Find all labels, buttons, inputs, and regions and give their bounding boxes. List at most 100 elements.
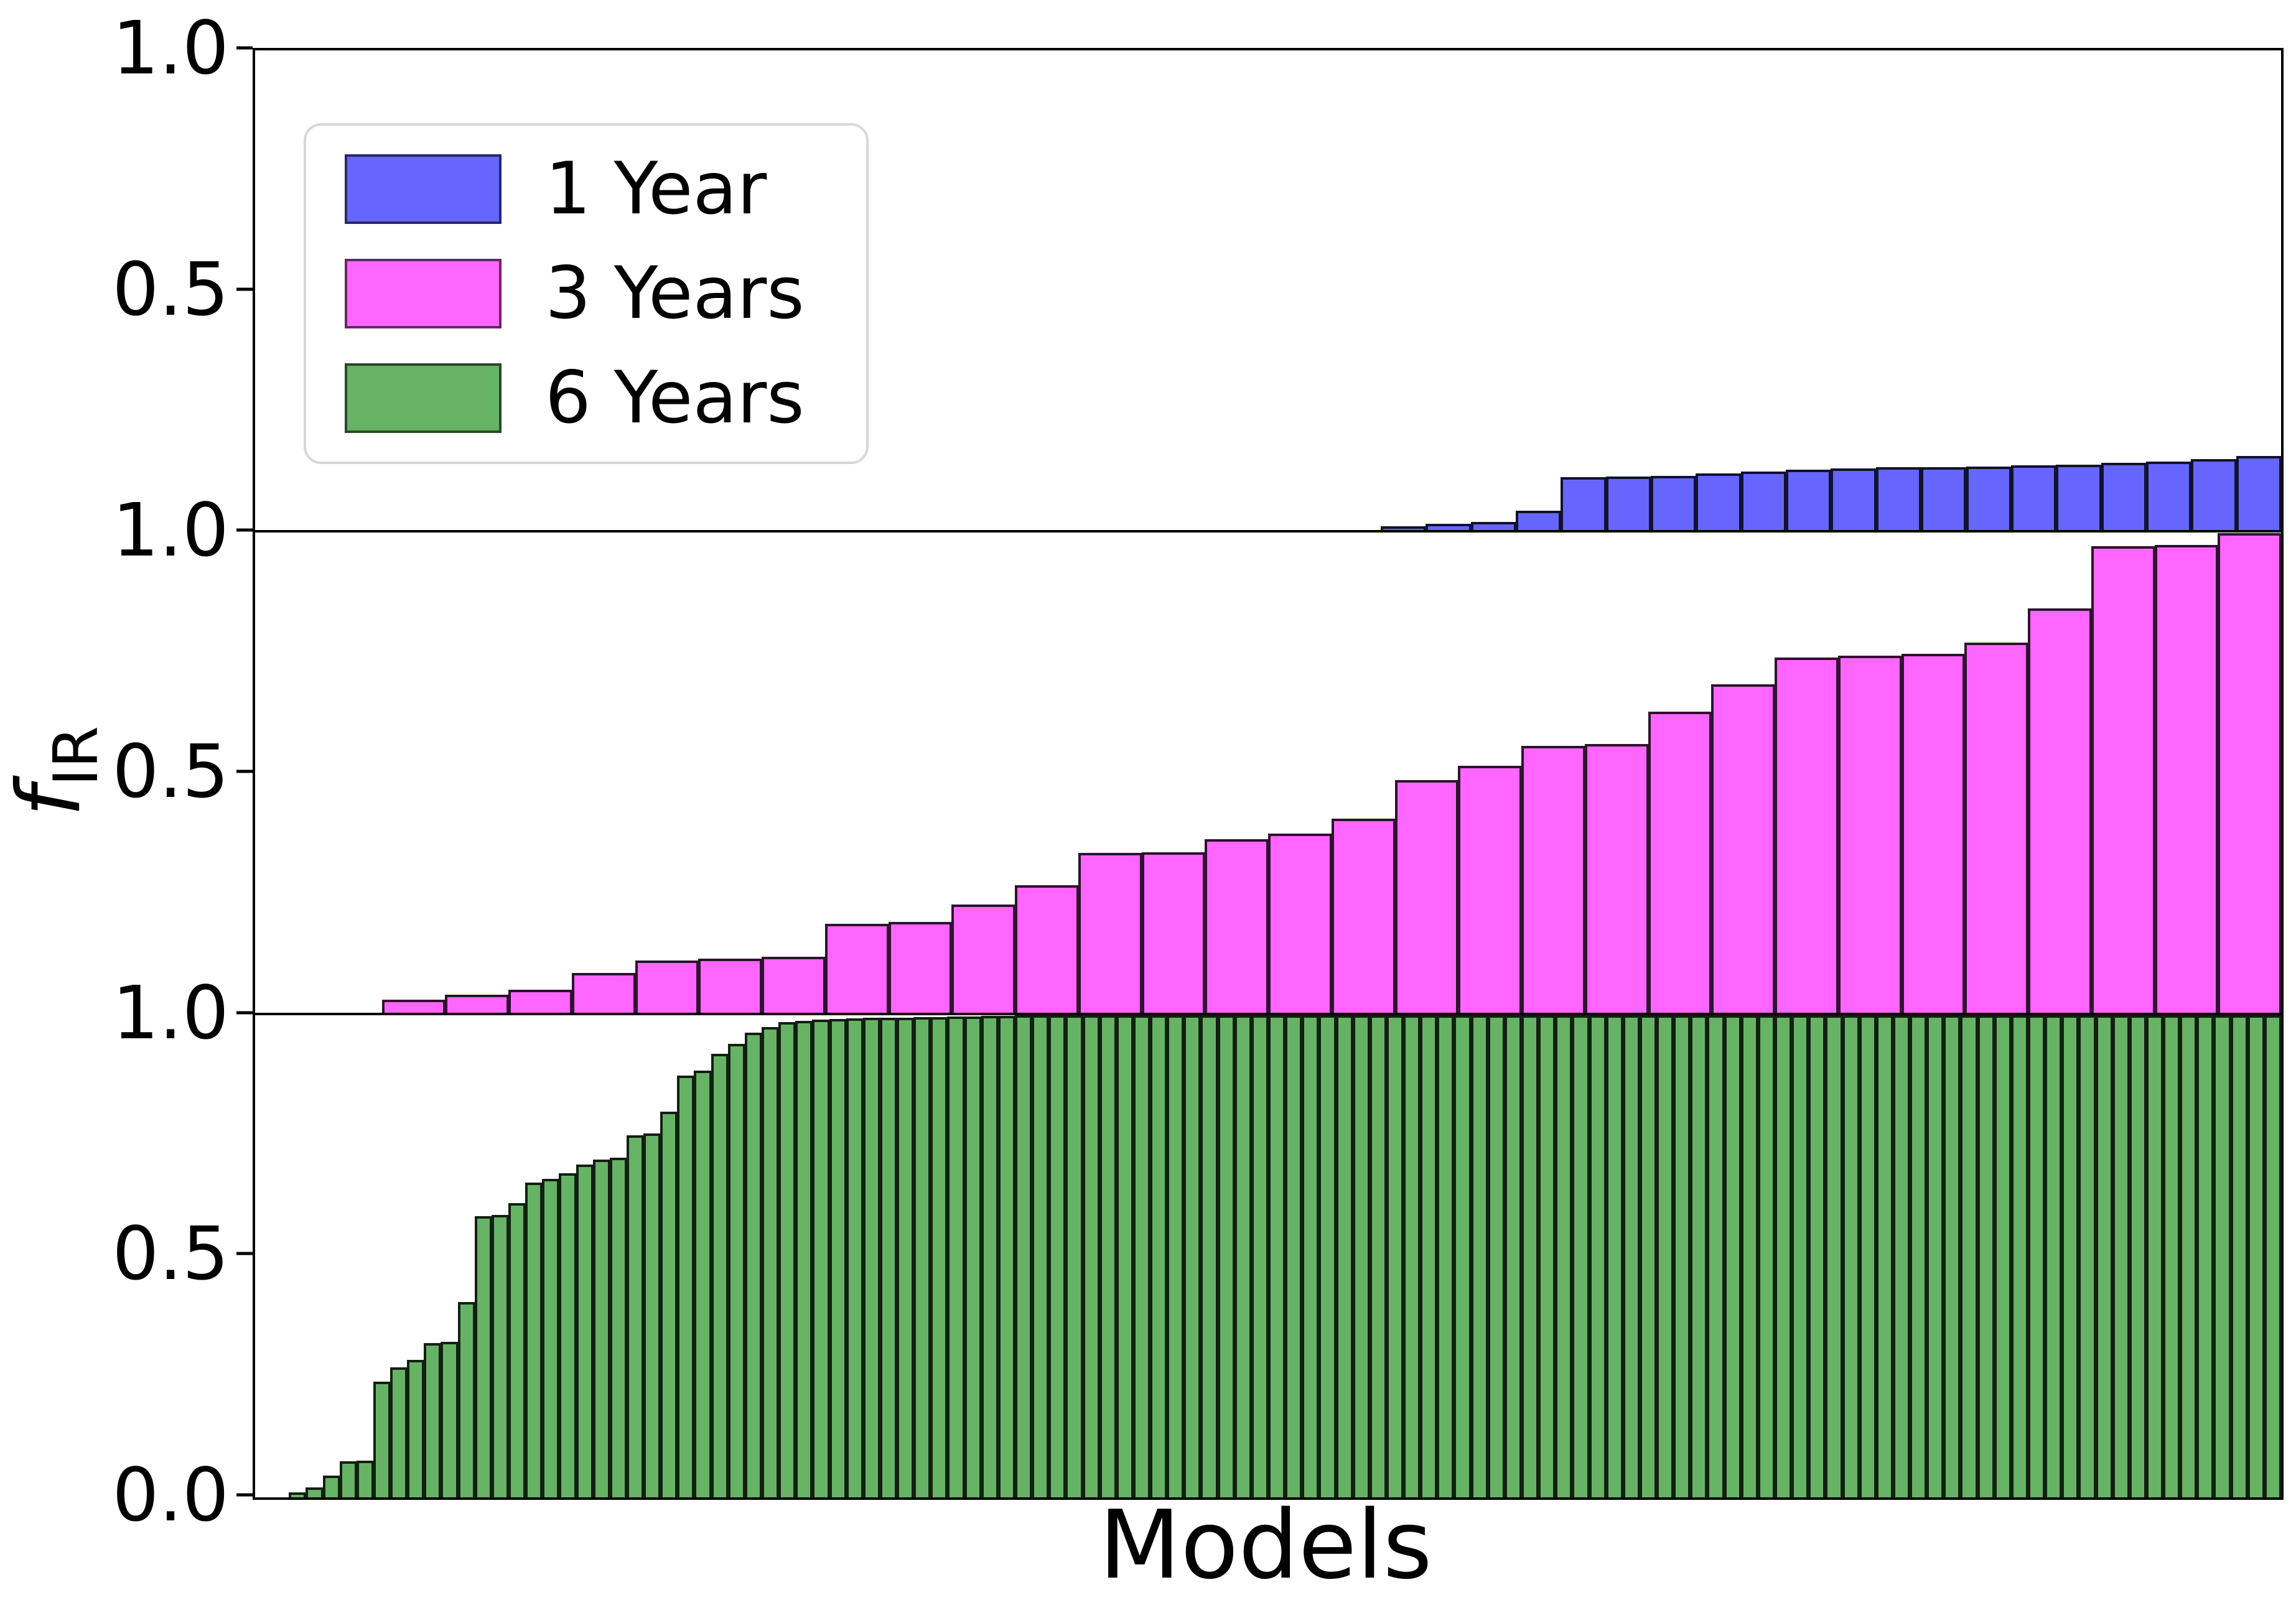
3-years-bar [1205,839,1269,1015]
3-years-bar [1394,779,1459,1015]
panel-1-year [255,50,2282,533]
legend-swatch-6-years [345,363,502,433]
y-tick-mark [236,1252,253,1255]
6-years-bar [1589,1015,1607,1497]
6-years-bar [1555,1015,1573,1497]
6-years-bar [1825,1015,1843,1497]
6-years-bar [862,1017,880,1497]
legend-label: 1 Year [545,147,767,231]
3-years-bar [1141,852,1206,1015]
6-years-bar [2010,1015,2028,1497]
6-years-bar [441,1341,459,1497]
y-tick-mark [236,287,253,291]
6-years-bar [1217,1015,1235,1497]
6-years-bar [1048,1015,1066,1497]
6-years-bar [930,1016,948,1497]
legend-item-1-year: 1 Year [306,153,866,225]
3-years-bar [824,923,889,1015]
6-years-bar [2230,1015,2248,1497]
3-years-bar [1711,684,1775,1015]
6-years-bar [457,1301,475,1497]
6-years-bar [1268,1015,1286,1497]
3-years-bar [2091,546,2155,1015]
6-years-bar [542,1178,560,1497]
y-tick-mark [236,770,253,773]
6-years-bar [1521,1015,1539,1497]
6-years-bar [1977,1015,1995,1497]
6-years-bar [1690,1015,1708,1497]
3-years-bar [381,999,446,1015]
6-years-bar [795,1020,813,1497]
6-years-bar [1504,1015,1522,1497]
6-years-bar [491,1214,509,1497]
3-years-bar [445,994,509,1015]
y-tick-label: 0.5 [112,246,229,332]
6-years-bar [997,1015,1015,1497]
panel-3-years [253,530,2284,1015]
1-year-bar [1380,526,1427,533]
y-axis-label: fIR [0,726,112,817]
y-tick-mark [236,1493,253,1497]
6-years-bar [1605,1015,1623,1497]
legend-item-3-years: 3 Years [306,258,866,330]
6-years-bar [1335,1015,1353,1497]
6-years-bar [2112,1015,2130,1497]
6-years-bar [643,1133,661,1497]
6-years-bar [947,1016,965,1497]
6-years-bar [2145,1015,2164,1497]
3-years-bar [1331,818,1396,1015]
y-axis-label-f: f [0,786,101,817]
6-years-bar [2045,1015,2063,1497]
6-years-bar [1656,1015,1674,1497]
6-years-bar [1116,1015,1134,1497]
3-years-bar [508,989,572,1015]
y-tick-label: 0.5 [112,728,229,814]
6-years-bar [913,1016,931,1497]
6-years-bar [1437,1015,1455,1497]
6-years-bar [762,1026,780,1497]
6-years-bar [592,1159,610,1497]
6-years-bar [744,1032,762,1497]
1-year-bar [1786,470,1832,533]
6-years-bar [1842,1015,1860,1497]
6-years-bar [525,1182,543,1497]
3-years-bar [888,921,953,1015]
1-year-bar [1561,477,1607,533]
6-years-bar [1032,1015,1050,1497]
y-tick-mark [236,1011,253,1015]
6-years-bar [626,1135,645,1497]
6-years-bar [1757,1015,1775,1497]
1-year-bar [2101,463,2147,533]
3-years-bar [698,958,762,1015]
3-years-bar [1584,743,1649,1015]
y-tick-label: 1.0 [112,487,229,574]
6-years-bar [2129,1015,2147,1497]
6-years-bar [1318,1015,1337,1497]
6-years-bar [1420,1015,1438,1497]
6-years-bar [727,1043,745,1497]
6-years-bar [1943,1015,1961,1497]
6-years-bar [1875,1015,1893,1497]
6-years-bar [1015,1015,1033,1497]
6-years-bar [1791,1015,1809,1497]
6-years-bar [1302,1015,1320,1497]
3-years-bar [1458,765,1522,1015]
6-years-bar [1352,1015,1370,1497]
6-years-bar [1454,1015,1472,1497]
6-years-bar [1707,1015,1725,1497]
3-years-bar [1078,852,1142,1015]
y-axis-label-subscript: IR [41,725,113,786]
6-years-bar [1065,1015,1083,1497]
6-years-bar [1859,1015,1877,1497]
6-years-bar [609,1157,627,1497]
6-years-bar [322,1475,340,1497]
y-tick-label: 1.0 [112,969,229,1056]
3-years-bar [1521,745,1585,1015]
6-years-bar [1369,1015,1387,1497]
6-years-bar [559,1173,577,1497]
plot-area [253,48,2284,1500]
6-years-bar [339,1461,357,1497]
6-years-bar [846,1018,864,1497]
1-year-bar [2056,465,2102,533]
